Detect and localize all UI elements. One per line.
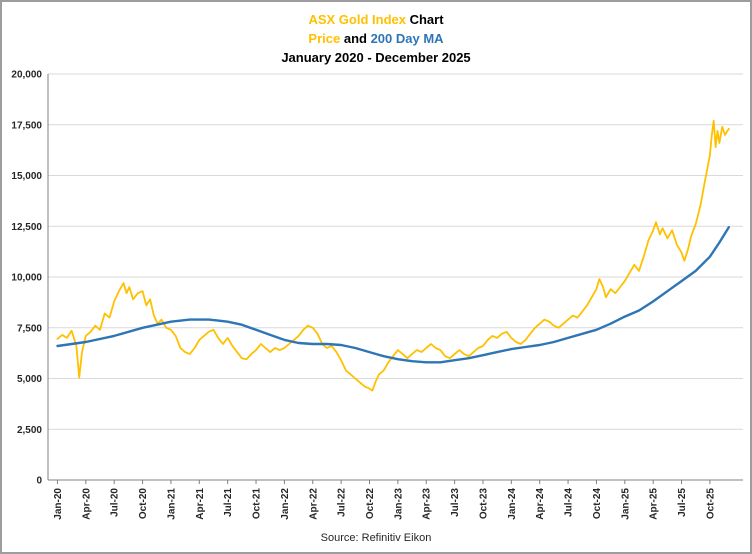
x-tick-label: Oct-24 [592,488,603,520]
x-tick-label: Jan-25 [620,488,631,520]
x-tick-label: Jan-21 [166,488,177,520]
y-tick-label: 2,500 [17,425,42,436]
x-tick-label: Jan-22 [280,488,291,520]
y-tick-label: 12,500 [11,222,42,233]
x-tick-label: Apr-22 [308,488,319,520]
x-tick-label: Jul-25 [677,488,688,517]
x-tick-label: Jan-24 [507,488,518,520]
x-tick-label: Oct-20 [138,488,149,520]
x-tick-label: Jul-22 [337,488,348,517]
chart-title: ASX Gold Index Chart [2,10,750,29]
x-tick-label: Oct-25 [705,488,716,520]
price-line-series [56,119,730,392]
x-tick-label: Jul-23 [450,488,461,517]
x-tick-label: Jan-20 [53,488,64,520]
x-tick-label: Oct-23 [478,488,489,520]
chart-title-colored: ASX Gold Index [308,12,406,27]
x-tick-label: Jan-23 [393,488,404,520]
subtitle-ma: 200 Day MA [370,31,444,46]
x-tick-label: Jul-21 [223,488,234,517]
y-tick-label: 7,500 [17,323,42,334]
chart-subtitle: Price and 200 Day MA [2,29,750,48]
chart-title-block: ASX Gold Index Chart Price and 200 Day M… [2,10,750,67]
chart-title-rest: Chart [405,12,444,27]
x-tick-label: Apr-23 [422,488,433,520]
y-tick-label: 0 [36,476,42,487]
x-tick-label: Jul-20 [110,488,121,517]
x-tick-label: Jul-24 [564,488,575,517]
chart-period: January 2020 - December 2025 [281,50,471,65]
x-tick-label: Oct-22 [365,488,376,520]
subtitle-connector: and [340,31,371,46]
x-tick-label: Apr-24 [535,488,546,520]
y-tick-label: 5,000 [17,374,42,385]
y-tick-label: 10,000 [11,273,42,284]
y-tick-label: 17,500 [11,120,42,131]
x-tick-label: Apr-20 [81,488,92,520]
x-tick-label: Apr-25 [649,488,660,520]
y-tick-label: 20,000 [11,70,42,81]
subtitle-price: Price [308,31,341,46]
chart-source: Source: Refinitiv Eikon [320,532,432,544]
x-tick-label: Oct-21 [252,488,263,520]
x-tick-label: Apr-21 [195,488,206,520]
y-tick-label: 15,000 [11,171,42,182]
ma-line-series [56,226,730,364]
